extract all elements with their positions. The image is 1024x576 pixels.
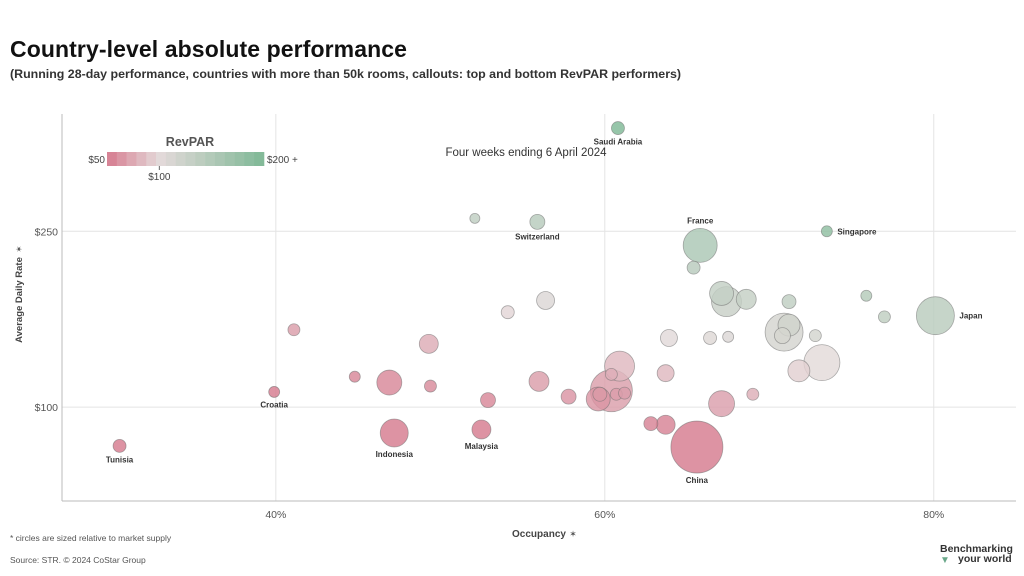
point-label: Croatia — [260, 400, 288, 409]
legend-swatch — [254, 152, 265, 166]
point-labels: Saudi Arabia Switzerland France Singapore Ja… — [106, 138, 983, 485]
data-point — [860, 289, 873, 302]
legend-swatch — [175, 152, 186, 166]
data-point — [287, 323, 301, 337]
size-footnote: * circles are sized relative to market s… — [10, 533, 172, 543]
chart-title: Country-level absolute performance — [10, 36, 408, 62]
legend-mid-label: $100 — [148, 172, 171, 183]
data-point — [878, 310, 891, 324]
legend-max-label: $200 + — [267, 155, 298, 166]
legend-swatch — [126, 152, 137, 166]
brand-line-1: Benchmarking — [940, 543, 1013, 555]
x-tick-label: 40% — [265, 509, 286, 521]
data-point — [660, 329, 678, 347]
point-label: Saudi Arabia — [594, 138, 643, 147]
point-label: Singapore — [837, 227, 877, 236]
data-point — [703, 331, 717, 345]
data-point — [686, 260, 701, 275]
legend-min-label: $50 — [88, 155, 105, 166]
legend-swatch — [146, 152, 157, 166]
brand-logo: Benchmarking your world ▼ — [940, 543, 1013, 566]
data-point — [480, 392, 496, 409]
data-point — [379, 418, 409, 448]
data-point — [820, 225, 833, 238]
y-tick-label: $250 — [35, 226, 59, 238]
revpar-legend: RevPAR $50 $200 + $100 — [88, 135, 298, 183]
legend-title: RevPAR — [166, 135, 214, 149]
brand-line-2: your world — [958, 553, 1012, 565]
period-annotation: Four weeks ending 6 April 2024 — [445, 147, 607, 159]
data-point — [682, 227, 718, 263]
brand-mark-icon: ▼ — [940, 555, 950, 566]
data-points — [112, 121, 955, 474]
point-label: France — [687, 216, 714, 225]
data-point — [112, 438, 127, 453]
data-point — [611, 121, 625, 135]
tick-labels: 40% 60% 80% $100 $250 — [35, 226, 945, 521]
data-point — [656, 364, 675, 383]
data-point — [722, 330, 735, 343]
data-point — [528, 370, 550, 392]
legend-swatch — [116, 152, 127, 166]
data-point — [418, 333, 439, 354]
data-point — [529, 213, 546, 230]
data-point — [592, 386, 608, 402]
data-point — [424, 379, 437, 393]
x-tick-label: 80% — [923, 509, 944, 521]
y-tick-label: $100 — [35, 402, 59, 414]
data-point — [469, 212, 481, 224]
data-point — [735, 288, 757, 310]
legend-swatch — [156, 152, 167, 166]
x-axis-label: Occupancy — [512, 529, 566, 540]
legend-swatch — [224, 152, 235, 166]
x-axis-title: Occupancy ✶ — [512, 529, 577, 540]
chart-subtitle: (Running 28-day performance, countries w… — [10, 67, 682, 81]
legend-swatch — [107, 152, 118, 166]
point-label: Switzerland — [515, 232, 560, 241]
x-tick-label: 60% — [594, 509, 615, 521]
data-point — [670, 420, 724, 474]
legend-swatch — [165, 152, 176, 166]
data-point — [560, 388, 577, 405]
data-point — [618, 386, 631, 400]
plot-frame — [62, 114, 1016, 501]
y-axis-title: Average Daily Rate ✶ — [14, 245, 25, 342]
data-point — [471, 419, 492, 440]
point-label: Indonesia — [376, 450, 414, 459]
data-point — [709, 281, 734, 306]
data-point — [536, 291, 555, 310]
point-label: Japan — [959, 312, 982, 321]
y-axis-pin-icon: ✶ — [14, 245, 24, 252]
data-point — [655, 414, 676, 435]
legend-swatch — [185, 152, 196, 166]
data-point — [774, 327, 791, 345]
data-point — [808, 329, 822, 343]
legend-swatch — [214, 152, 226, 166]
data-point — [787, 359, 811, 383]
grid-lines — [62, 114, 1016, 501]
data-point — [268, 386, 281, 398]
legend-swatch — [244, 152, 255, 166]
legend-swatch — [234, 152, 245, 166]
data-point — [604, 367, 618, 381]
data-point — [643, 416, 659, 432]
data-point — [348, 370, 361, 383]
point-label: China — [686, 476, 709, 485]
y-axis-label: Average Daily Rate — [14, 257, 25, 343]
data-point — [746, 387, 760, 401]
point-label: Tunisia — [106, 455, 134, 464]
data-point — [500, 305, 515, 320]
point-label: Malaysia — [465, 442, 499, 451]
legend-swatch — [205, 152, 216, 166]
data-point — [376, 369, 403, 396]
data-point — [916, 296, 955, 336]
x-axis-pin-icon: ✶ — [569, 529, 577, 539]
legend-swatch — [136, 152, 147, 166]
legend-swatch — [195, 152, 206, 166]
data-point — [781, 294, 797, 310]
axis-lines — [61, 114, 1016, 502]
data-point — [708, 390, 735, 418]
source-note: Source: STR. © 2024 CoStar Group — [10, 555, 146, 565]
